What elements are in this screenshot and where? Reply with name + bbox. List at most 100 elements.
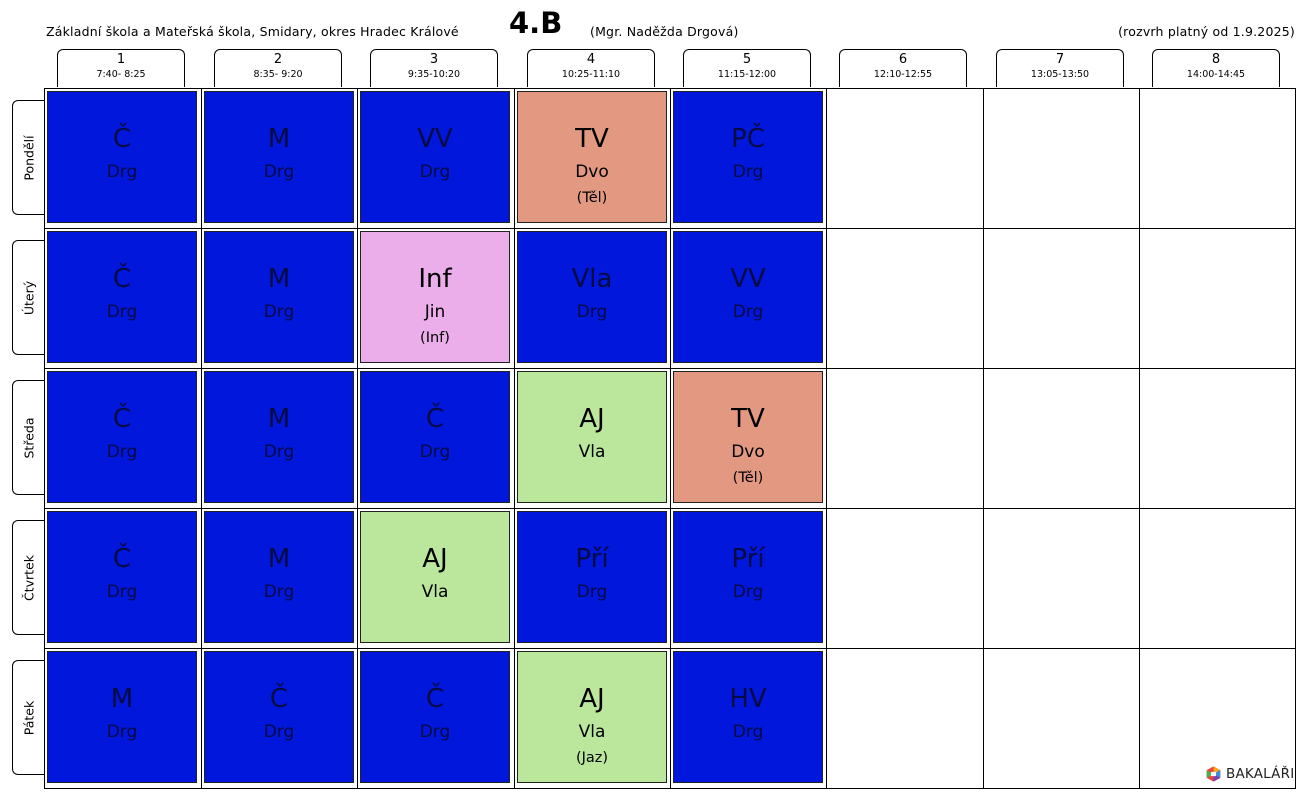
grid-column-divider — [1139, 88, 1140, 789]
lesson-subject: M — [110, 684, 134, 714]
period-time: 10:25-11:10 — [561, 69, 621, 80]
lesson-room: (Těl) — [576, 190, 608, 206]
day-header: Úterý — [12, 240, 44, 355]
lesson-cell[interactable]: AJ Vla — [360, 511, 510, 643]
grid-row-divider — [44, 368, 1296, 369]
lesson-cell[interactable]: AJ Vla — [517, 371, 667, 503]
lesson-cell[interactable]: Č Drg — [47, 511, 197, 643]
period-time: 12:10-12:55 — [873, 69, 933, 80]
lesson-teacher: Drg — [576, 302, 608, 322]
period-header: 1 7:40- 8:25 — [57, 49, 185, 87]
period-number: 7 — [1055, 52, 1065, 67]
lesson-subject: Vla — [571, 264, 613, 294]
validity-note: (rozvrh platný od 1.9.2025) — [1118, 24, 1295, 39]
lesson-cell[interactable]: Pří Drg — [673, 511, 823, 643]
grid-row-divider — [44, 228, 1296, 229]
lesson-teacher: Drg — [263, 302, 295, 322]
period-time: 8:35- 9:20 — [253, 69, 303, 80]
lesson-teacher: Drg — [419, 442, 451, 462]
grid-column-divider — [670, 88, 671, 789]
lesson-cell[interactable]: TV Dvo (Těl) — [517, 91, 667, 223]
lesson-subject: PČ — [731, 124, 765, 154]
lesson-cell[interactable]: Č Drg — [47, 371, 197, 503]
class-teacher: (Mgr. Naděžda Drgová) — [590, 24, 739, 39]
lesson-subject: Pří — [731, 544, 765, 574]
lesson-cell[interactable]: M Drg — [204, 371, 354, 503]
lesson-subject: M — [267, 404, 291, 434]
lesson-subject: AJ — [422, 544, 448, 574]
lesson-cell[interactable]: M Drg — [204, 91, 354, 223]
lesson-subject: Č — [425, 684, 445, 714]
lesson-subject: Č — [112, 124, 132, 154]
period-number: 3 — [429, 52, 439, 67]
grid-column-divider — [514, 88, 515, 789]
day-label: Pondělí — [21, 134, 36, 181]
lesson-cell[interactable]: TV Dvo (Těl) — [673, 371, 823, 503]
day-header: Čtvrtek — [12, 520, 44, 635]
lesson-subject: Č — [269, 684, 289, 714]
lesson-cell[interactable]: Č Drg — [360, 371, 510, 503]
lesson-cell[interactable]: Pří Drg — [517, 511, 667, 643]
lesson-cell[interactable]: PČ Drg — [673, 91, 823, 223]
lesson-teacher: Drg — [106, 722, 138, 742]
lesson-teacher: Dvo — [575, 162, 609, 182]
period-number: 2 — [273, 52, 283, 67]
period-time: 7:40- 8:25 — [96, 69, 146, 80]
lesson-cell[interactable]: HV Drg — [673, 651, 823, 783]
grid-row-divider — [44, 508, 1296, 509]
lesson-teacher: Drg — [419, 162, 451, 182]
lesson-cell[interactable]: Č Drg — [360, 651, 510, 783]
lesson-cell[interactable]: M Drg — [47, 651, 197, 783]
period-header: 4 10:25-11:10 — [527, 49, 655, 87]
lesson-teacher: Drg — [732, 162, 764, 182]
period-header: 6 12:10-12:55 — [839, 49, 967, 87]
lesson-subject: VV — [730, 264, 766, 294]
period-header: 8 14:00-14:45 — [1152, 49, 1280, 87]
lesson-cell[interactable]: VV Drg — [360, 91, 510, 223]
lesson-cell[interactable]: M Drg — [204, 511, 354, 643]
grid-column-divider — [357, 88, 358, 789]
lesson-subject: VV — [417, 124, 453, 154]
period-number: 8 — [1211, 52, 1221, 67]
lesson-teacher: Drg — [263, 582, 295, 602]
lesson-teacher: Drg — [106, 442, 138, 462]
lesson-teacher: Vla — [578, 722, 606, 742]
lesson-cell[interactable]: Vla Drg — [517, 231, 667, 363]
bakalari-logo: BAKALÁŘI — [1205, 765, 1294, 783]
lesson-subject: TV — [575, 124, 609, 154]
period-time: 13:05-13:50 — [1030, 69, 1090, 80]
lesson-room: (Jaz) — [575, 750, 609, 766]
lesson-subject: AJ — [579, 684, 605, 714]
day-header: Středa — [12, 380, 44, 495]
lesson-cell[interactable]: Č Drg — [47, 231, 197, 363]
day-header: Pátek — [12, 660, 44, 775]
lesson-subject: Inf — [418, 264, 452, 294]
period-header: 3 9:35-10:20 — [370, 49, 498, 87]
lesson-teacher: Jin — [424, 302, 446, 322]
period-time: 14:00-14:45 — [1186, 69, 1246, 80]
lesson-subject: AJ — [579, 404, 605, 434]
class-name: 4.B — [509, 6, 563, 40]
lesson-cell[interactable]: AJ Vla (Jaz) — [517, 651, 667, 783]
lesson-room: (Těl) — [732, 470, 764, 486]
lesson-teacher: Dvo — [731, 442, 765, 462]
lesson-teacher: Drg — [732, 722, 764, 742]
lesson-room: (Inf) — [420, 330, 450, 346]
lesson-teacher: Drg — [732, 582, 764, 602]
lesson-cell[interactable]: Č Drg — [204, 651, 354, 783]
lesson-cell[interactable]: Č Drg — [47, 91, 197, 223]
day-label: Pátek — [21, 700, 36, 735]
lesson-cell[interactable]: M Drg — [204, 231, 354, 363]
lesson-cell[interactable]: VV Drg — [673, 231, 823, 363]
lesson-subject: M — [267, 544, 291, 574]
lesson-teacher: Vla — [421, 582, 449, 602]
period-number: 5 — [742, 52, 752, 67]
period-number: 4 — [586, 52, 596, 67]
lesson-cell[interactable]: Inf Jin (Inf) — [360, 231, 510, 363]
period-number: 6 — [898, 52, 908, 67]
lesson-subject: Pří — [575, 544, 609, 574]
lesson-subject: HV — [729, 684, 767, 714]
lesson-teacher: Drg — [419, 722, 451, 742]
period-header: 2 8:35- 9:20 — [214, 49, 342, 87]
period-time: 9:35-10:20 — [407, 69, 461, 80]
